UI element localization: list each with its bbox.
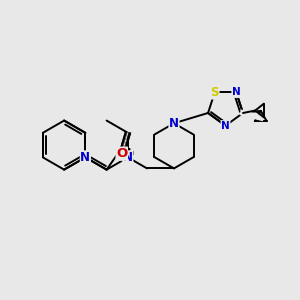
Text: O: O xyxy=(116,147,128,160)
Text: N: N xyxy=(80,151,90,164)
Text: N: N xyxy=(169,117,179,130)
Text: N: N xyxy=(232,87,241,98)
Text: CH₃: CH₃ xyxy=(120,148,135,157)
Text: N: N xyxy=(123,151,133,164)
Text: S: S xyxy=(211,86,219,99)
Text: N: N xyxy=(221,121,230,131)
